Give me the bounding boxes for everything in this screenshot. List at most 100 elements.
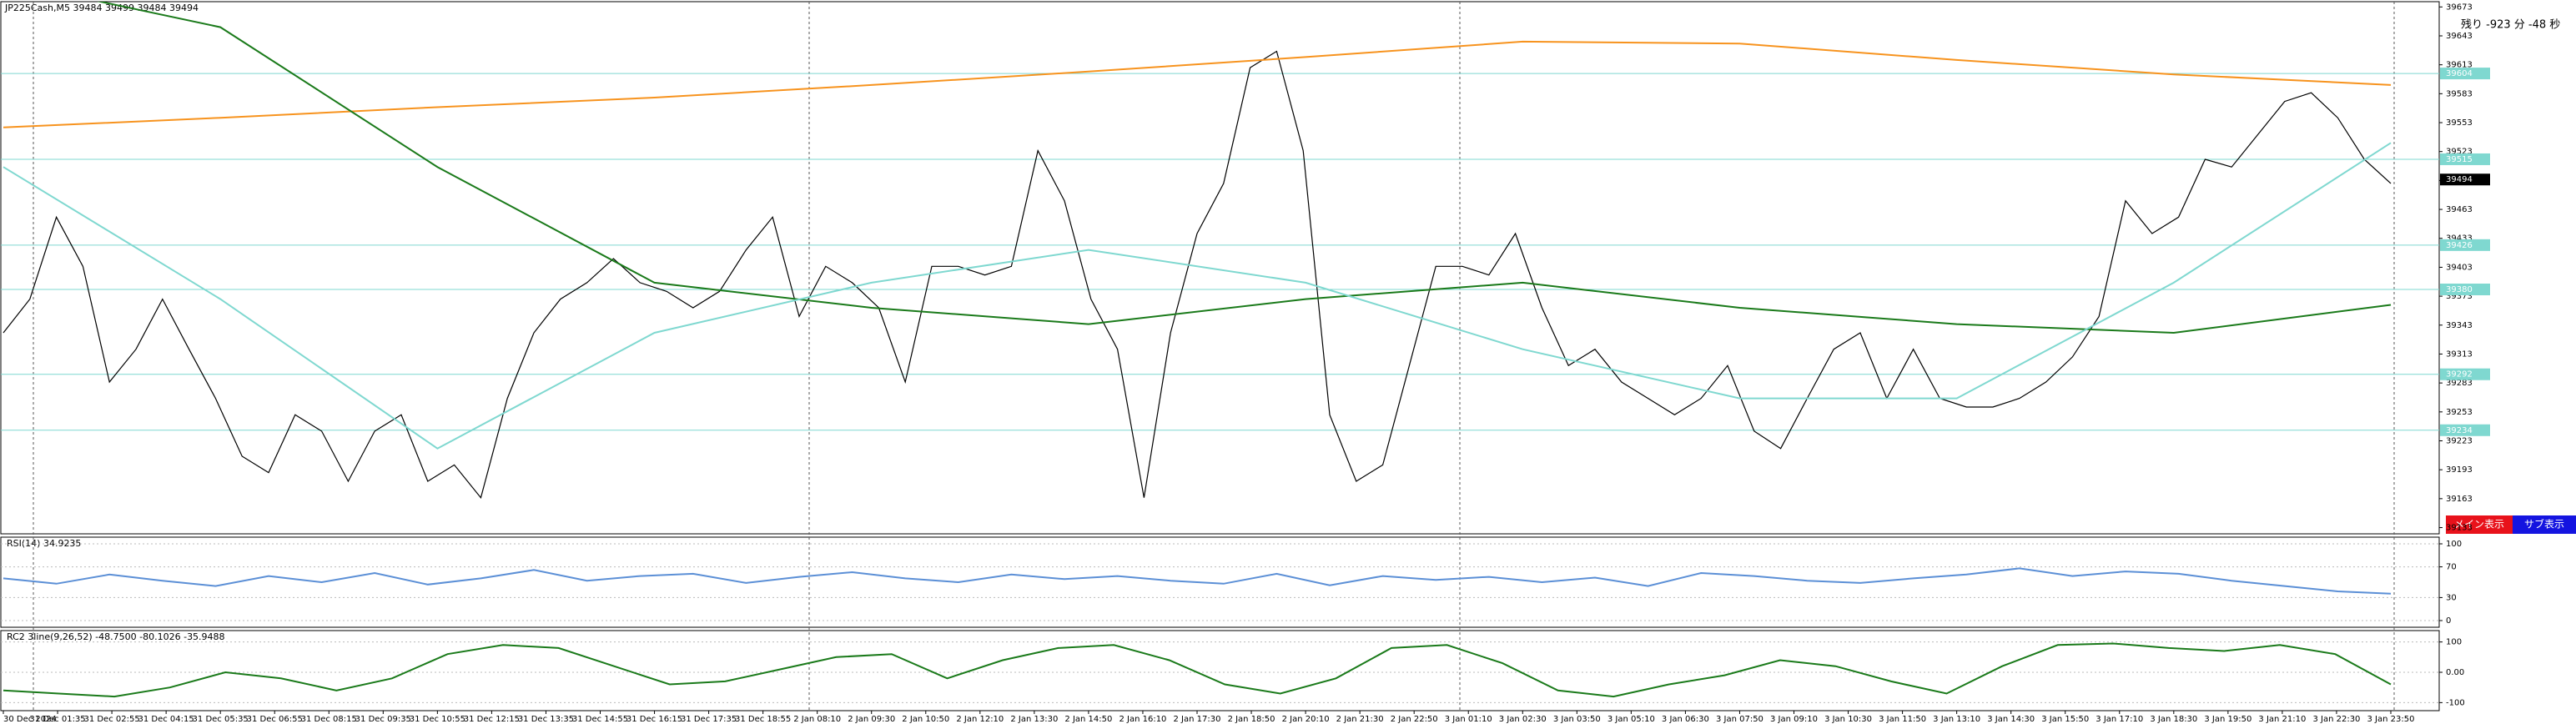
x-tick-label: 2 Jan 08:10 bbox=[793, 715, 841, 724]
y-tick-label: 39223 bbox=[2446, 436, 2473, 445]
x-tick-label: 31 Dec 12:15 bbox=[464, 715, 520, 724]
y-tick-label: 39313 bbox=[2446, 349, 2473, 359]
main-panel bbox=[0, 1, 2440, 535]
x-tick-label: 30 Dec 2024 bbox=[3, 715, 57, 724]
y-tick-label: 39643 bbox=[2446, 32, 2473, 41]
y-tick-label: 39163 bbox=[2446, 495, 2473, 504]
level-label: 39515 bbox=[2446, 155, 2473, 164]
x-tick-label: 31 Dec 18:55 bbox=[735, 715, 791, 724]
sub-button-label[interactable]: サブ表示 bbox=[2524, 518, 2564, 530]
level-label-box bbox=[2440, 368, 2490, 380]
x-tick-label: 31 Dec 14:55 bbox=[572, 715, 628, 724]
y-tick-label: 39673 bbox=[2446, 3, 2473, 12]
x-tick-label: 2 Jan 21:30 bbox=[1336, 715, 1384, 724]
level-label-box bbox=[2440, 424, 2490, 436]
level-label: 39380 bbox=[2446, 285, 2473, 294]
x-tick-label: 3 Jan 11:50 bbox=[1879, 715, 1926, 724]
series-group bbox=[3, 567, 2392, 595]
x-tick-label: 2 Jan 22:50 bbox=[1391, 715, 1438, 724]
y-tick-label: 39133 bbox=[2446, 524, 2473, 533]
y-tick-label: 100 bbox=[2446, 540, 2462, 549]
y-tick-label: 39193 bbox=[2446, 465, 2473, 475]
day-separators bbox=[33, 2, 2395, 711]
y-tick-label: 0.00 bbox=[2446, 668, 2464, 677]
y-tick-label: 39583 bbox=[2446, 89, 2473, 98]
x-tick-label: 31 Dec 02:55 bbox=[83, 715, 139, 724]
x-tick-label: 3 Jan 05:10 bbox=[1607, 715, 1655, 724]
y-tick-label: 39403 bbox=[2446, 263, 2473, 272]
level-label: 39234 bbox=[2446, 426, 2473, 435]
x-tick-label: 31 Dec 16:15 bbox=[626, 715, 682, 724]
x-tick-label: 31 Dec 05:35 bbox=[193, 715, 249, 724]
x-tick-label: 2 Jan 12:10 bbox=[956, 715, 1004, 724]
series-line bbox=[3, 567, 2392, 595]
x-tick-label: 3 Jan 21:10 bbox=[2258, 715, 2306, 724]
y-tick-label: 39343 bbox=[2446, 321, 2473, 330]
x-tick-label: 3 Jan 22:30 bbox=[2312, 715, 2360, 724]
x-tick-label: 2 Jan 14:50 bbox=[1064, 715, 1112, 724]
x-tick-label: 3 Jan 13:10 bbox=[1933, 715, 1980, 724]
series-line bbox=[3, 642, 2392, 698]
main-button[interactable] bbox=[2446, 515, 2513, 534]
x-tick-label: 3 Jan 17:10 bbox=[2096, 715, 2143, 724]
x-tick-label: 3 Jan 01:10 bbox=[1445, 715, 1492, 724]
x-tick-label: 3 Jan 09:10 bbox=[1770, 715, 1818, 724]
x-tick-label: 3 Jan 19:50 bbox=[2204, 715, 2251, 724]
x-tick-label: 31 Dec 09:35 bbox=[355, 715, 411, 724]
y-tick-label: 0 bbox=[2446, 616, 2451, 626]
x-tick-label: 3 Jan 18:30 bbox=[2150, 715, 2197, 724]
level-label-box bbox=[2440, 153, 2490, 165]
series-line bbox=[96, 2, 2392, 334]
series-group bbox=[3, 642, 2392, 698]
rc-title: RC2 3line(9,26,52) -48.7500 -80.1026 -35… bbox=[7, 631, 225, 642]
x-tick-label: 2 Jan 16:10 bbox=[1119, 715, 1166, 724]
x-tick-label: 31 Dec 10:55 bbox=[410, 715, 465, 724]
x-tick-label: 3 Jan 06:30 bbox=[1662, 715, 1709, 724]
level-label-box bbox=[2440, 68, 2490, 80]
y-tick-label: -100 bbox=[2446, 698, 2465, 707]
x-tick-label: 3 Jan 14:30 bbox=[1987, 715, 2035, 724]
y-tick-label: 39553 bbox=[2446, 118, 2473, 128]
y-tick-label: 39283 bbox=[2446, 379, 2473, 388]
x-tick-label: 2 Jan 18:50 bbox=[1228, 715, 1275, 724]
rc-panel bbox=[0, 630, 2440, 711]
x-tick-label: 3 Jan 15:50 bbox=[2041, 715, 2089, 724]
y-tick-label: 70 bbox=[2446, 563, 2457, 572]
level-label: 39426 bbox=[2446, 241, 2473, 250]
x-tick-label: 3 Jan 07:50 bbox=[1716, 715, 1763, 724]
x-tick-label: 2 Jan 17:30 bbox=[1174, 715, 1221, 724]
rsi-panel bbox=[0, 536, 2440, 628]
x-tick-label: 31 Dec 04:15 bbox=[138, 715, 194, 724]
x-tick-label: 31 Dec 01:35 bbox=[29, 715, 85, 724]
y-tick-label: 39523 bbox=[2446, 148, 2473, 157]
x-tick-label: 2 Jan 13:30 bbox=[1010, 715, 1058, 724]
x-tick-label: 31 Dec 06:55 bbox=[247, 715, 303, 724]
series-line bbox=[3, 142, 2392, 450]
y-tick-label: 100 bbox=[2446, 638, 2462, 647]
series-line bbox=[3, 50, 2392, 499]
y-tick-label: 39373 bbox=[2446, 292, 2473, 301]
x-tick-label: 31 Dec 08:15 bbox=[301, 715, 357, 724]
x-tick-label: 2 Jan 10:50 bbox=[902, 715, 949, 724]
x-tick-label: 3 Jan 03:50 bbox=[1553, 715, 1601, 724]
series-line bbox=[3, 40, 2392, 128]
level-label-box bbox=[2440, 239, 2490, 251]
main-button-label[interactable]: メイン表示 bbox=[2454, 519, 2504, 530]
countdown: 残り -923 分 -48 秒 bbox=[2461, 19, 2560, 32]
y-tick-label: 39613 bbox=[2446, 61, 2473, 70]
current-price-label: 39494 bbox=[2446, 175, 2473, 184]
x-tick-label: 31 Dec 17:35 bbox=[681, 715, 737, 724]
x-tick-label: 2 Jan 09:30 bbox=[848, 715, 895, 724]
level-label: 39292 bbox=[2446, 370, 2473, 380]
y-tick-label: 39433 bbox=[2446, 234, 2473, 244]
y-tick-label: 39253 bbox=[2446, 408, 2473, 417]
level-label-box bbox=[2440, 284, 2490, 296]
x-tick-label: 2 Jan 20:10 bbox=[1282, 715, 1330, 724]
x-tick-label: 3 Jan 23:50 bbox=[2367, 715, 2415, 724]
series-group bbox=[3, 2, 2392, 499]
symbol-header: JP225Cash,M5 39484 39499 39484 39494 bbox=[4, 3, 199, 13]
y-tick-label: 30 bbox=[2446, 593, 2457, 602]
sub-button[interactable] bbox=[2513, 515, 2576, 534]
